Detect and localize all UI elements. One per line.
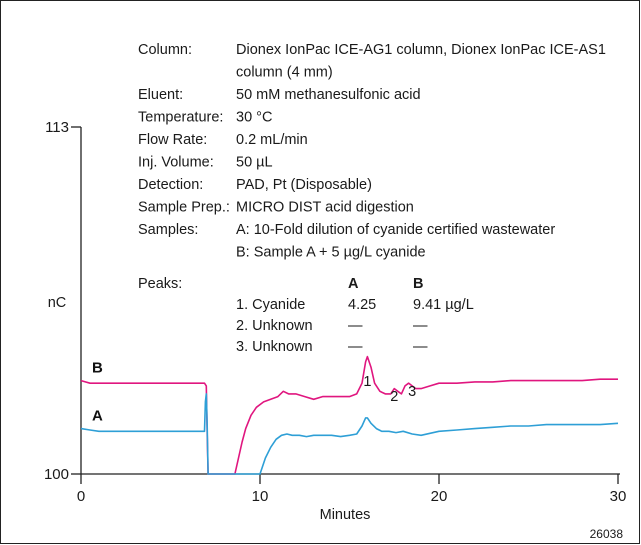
condition-value: Dionex IonPac ICE-AG1 column, Dionex Ion… bbox=[236, 42, 606, 58]
trace-label-a: A bbox=[92, 408, 103, 425]
peak-row-name: 3. Unknown bbox=[236, 339, 313, 355]
x-tick-label: 0 bbox=[77, 488, 85, 505]
trace-a bbox=[80, 393, 619, 475]
condition-label: Column: bbox=[138, 42, 192, 58]
condition-label: Samples: bbox=[138, 222, 198, 238]
peaks-label: Peaks: bbox=[138, 276, 182, 292]
conditions-block: Column: Dionex IonPac ICE-AG1 column, Dio… bbox=[138, 42, 606, 261]
condition-label: Eluent: bbox=[138, 87, 183, 103]
peak-row-b: 9.41 µg/L bbox=[413, 297, 474, 313]
peaks-table: Peaks: A B 1. Cyanide 4.25 9.41 µg/L 2. Unknow… bbox=[138, 276, 474, 355]
y-tick-label: 100 bbox=[44, 466, 69, 483]
condition-label: Temperature: bbox=[138, 110, 223, 126]
x-axis-title: Minutes bbox=[320, 507, 371, 523]
peak-label: 3 bbox=[408, 384, 416, 400]
condition-value: 50 µL bbox=[236, 155, 273, 171]
peak-label: 1 bbox=[363, 374, 371, 390]
peak-row-a: — bbox=[348, 318, 363, 334]
condition-value: 30 °C bbox=[236, 110, 272, 126]
condition-label: Detection: bbox=[138, 177, 203, 193]
ticks: 0 10 20 30 100 113 bbox=[44, 119, 626, 505]
condition-value: column (4 mm) bbox=[236, 65, 333, 81]
trace-b bbox=[80, 355, 618, 475]
condition-value: PAD, Pt (Disposable) bbox=[236, 177, 372, 193]
labels: Minutes nC 26038 bbox=[48, 295, 624, 541]
y-axis-title: nC bbox=[48, 295, 67, 311]
peak-row-name: 2. Unknown bbox=[236, 318, 313, 334]
peak-row-b: — bbox=[413, 318, 428, 334]
peak-row-name: 1. Cyanide bbox=[236, 297, 305, 313]
condition-value: MICRO DIST acid digestion bbox=[236, 200, 414, 216]
condition-label: Sample Prep.: bbox=[138, 200, 230, 216]
peak-row-a: — bbox=[348, 339, 363, 355]
axes bbox=[80, 127, 620, 475]
peaks-header-b: B bbox=[413, 276, 423, 292]
y-tick-label: 113 bbox=[45, 119, 69, 136]
condition-value: B: Sample A + 5 µg/L cyanide bbox=[236, 245, 426, 261]
trace-label-b: B bbox=[92, 360, 103, 377]
peak-label: 2 bbox=[390, 389, 398, 405]
condition-value: 50 mM methanesulfonic acid bbox=[236, 87, 421, 103]
condition-label: Inj. Volume: bbox=[138, 155, 214, 171]
condition-label: Flow Rate: bbox=[138, 132, 207, 148]
peaks-header-a: A bbox=[348, 276, 359, 292]
peak-row-b: — bbox=[413, 339, 428, 355]
figure-id: 26038 bbox=[590, 527, 624, 541]
x-tick-label: 30 bbox=[610, 488, 627, 505]
traces: B A 1 2 3 bbox=[80, 355, 619, 475]
x-tick-label: 10 bbox=[252, 488, 269, 505]
condition-value: 0.2 mL/min bbox=[236, 132, 308, 148]
condition-value: A: 10-Fold dilution of cyanide certified… bbox=[236, 222, 555, 238]
x-tick-label: 20 bbox=[431, 488, 448, 505]
peak-row-a: 4.25 bbox=[348, 297, 376, 313]
